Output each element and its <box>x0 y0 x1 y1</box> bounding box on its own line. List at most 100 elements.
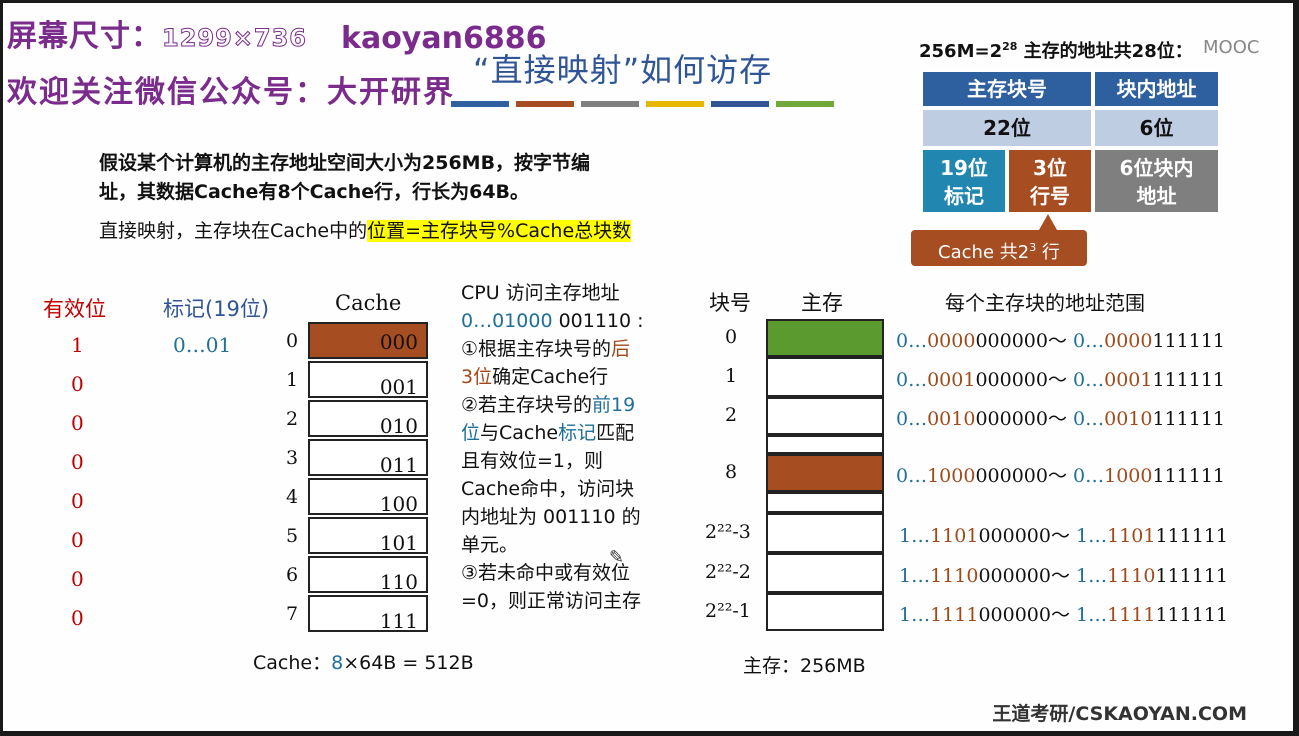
title-bar-3 <box>646 101 704 107</box>
address-part-d: 0… <box>1073 330 1104 352</box>
address-part-b: 0000 <box>927 330 975 352</box>
address-part-f: 111111 <box>1152 408 1225 430</box>
valid-bit: 0 <box>71 372 84 396</box>
callout-arrow <box>1039 214 1057 230</box>
cpu-step2-cont: 位与Cache标记匹配 <box>461 419 644 447</box>
block-number-label: 2²²-1 <box>705 600 751 622</box>
block-number-label: 0 <box>725 326 737 348</box>
title-bar-0 <box>451 101 509 107</box>
cpu-line7: 且有效位=1，则 <box>461 447 644 475</box>
intro-line3-prefix: 直接映射，主存块在Cache中的 <box>99 220 367 242</box>
address-part-f: 111111 <box>1155 604 1228 626</box>
memory-header: 主存 <box>801 287 843 317</box>
cache-row-index: 7 <box>286 603 298 625</box>
address-part-b: 0001 <box>927 369 975 391</box>
cpu-step2-a: ②若主存块号的 <box>461 394 592 416</box>
valid-bit: 0 <box>71 528 84 552</box>
block-bits-cell: 22位 <box>921 108 1093 148</box>
address-part-e: 0000 <box>1104 330 1152 352</box>
block-number-label: 2²²-3 <box>705 521 751 543</box>
slide: { "watermark": { "line1_prefix": "屏幕尺寸："… <box>3 3 1293 731</box>
address-part-f: 111111 <box>1155 565 1228 587</box>
watermark-size: 1299×736 <box>162 24 307 52</box>
address-part-c: 000000～ <box>978 604 1076 626</box>
address-part-c: 000000～ <box>975 369 1073 391</box>
address-range: 0…0000000000～ 0…0000111111 <box>896 326 1225 353</box>
cpu-line8: Cache命中，访问块 <box>461 475 644 503</box>
address-part-c: 000000～ <box>978 565 1076 587</box>
cache-row-index: 6 <box>286 564 298 586</box>
address-part-e: 1000 <box>1104 465 1152 487</box>
memory-block <box>766 492 884 513</box>
cache-row-index: 2 <box>286 408 298 430</box>
address-range: 1…1110000000～ 1…1110111111 <box>899 561 1228 588</box>
cpu-step1-a: ①根据主存块号的 <box>461 338 611 360</box>
address-part-c: 000000～ <box>975 408 1073 430</box>
address-part-b: 1101 <box>930 525 978 547</box>
tag-bits-l2: 标记 <box>923 182 1005 210</box>
cache-row-index: 0 <box>286 330 298 352</box>
address-part-e: 1101 <box>1107 525 1155 547</box>
cpu-step1-d: 确定Cache行 <box>492 366 608 388</box>
tag-bits-cell: 19位 标记 <box>921 148 1007 214</box>
addr-heading-sup: 28 <box>1002 40 1017 53</box>
address-part-e: 1111 <box>1107 604 1155 626</box>
offset-l1: 6位块内 <box>1095 154 1218 182</box>
address-range: 1…1111000000～ 1…1111111111 <box>899 600 1228 627</box>
address-part-a: 1… <box>899 525 930 547</box>
block-number-label: 8 <box>725 461 737 483</box>
mooc-logo: MOOC <box>1203 37 1259 58</box>
address-part-d: 0… <box>1073 369 1104 391</box>
callout-a: Cache 共2 <box>938 242 1029 263</box>
addr-heading-b: 主存的地址共28位： <box>1017 41 1192 62</box>
cache-line: 010 <box>308 400 428 437</box>
mapping-formula: 位置=主存块号%Cache总块数 <box>367 220 631 242</box>
address-part-f: 111111 <box>1155 525 1228 547</box>
intro-line1: 假设某个计算机的主存地址空间大小为256MB，按字节编 <box>99 148 590 175</box>
valid-bit: 0 <box>71 411 84 435</box>
cache-line: 011 <box>308 439 428 476</box>
block-offset-cell: 块内地址 <box>1093 70 1220 108</box>
addr-heading-a: 256M=2 <box>919 41 1002 62</box>
watermark-line2: 欢迎关注微信公众号：大开研界 <box>7 67 455 111</box>
address-part-e: 0001 <box>1104 369 1152 391</box>
address-range: 0…0010000000～ 0…0010111111 <box>896 404 1225 431</box>
address-part-b: 1110 <box>930 565 978 587</box>
cpu-step2-c: 位 <box>461 422 480 444</box>
intro-line3: 直接映射，主存块在Cache中的位置=主存块号%Cache总块数 <box>99 216 631 243</box>
memory-block <box>766 593 884 631</box>
title-bar-5 <box>776 101 834 107</box>
cpu-step2: ②若主存块号的前19 <box>461 391 644 419</box>
cpu-step2-d: 与Cache <box>480 422 558 444</box>
line-bits-l1: 3位 <box>1009 154 1091 182</box>
address-range: 1…1101000000～ 1…1101111111 <box>899 521 1228 548</box>
memory-block <box>766 435 884 454</box>
memory-block <box>766 454 884 492</box>
memory-block <box>766 513 884 553</box>
cache-row-index: 1 <box>286 369 298 391</box>
address-part-c: 000000～ <box>975 465 1073 487</box>
cpu-line12: =0，则正常访问主存 <box>461 587 644 615</box>
cache-row-index: 3 <box>286 447 298 469</box>
cpu-step1: ①根据主存块号的后 <box>461 335 644 363</box>
tag-bits-l1: 19位 <box>923 154 1005 182</box>
title-bar-2 <box>581 101 639 107</box>
memory-summary: 主存：256MB <box>743 651 866 678</box>
address-part-a: 1… <box>899 604 930 626</box>
line-bits-l2: 行号 <box>1009 182 1091 210</box>
cpu-step1-b: 后 <box>611 338 630 360</box>
address-part-a: 0… <box>896 369 927 391</box>
cache-line: 111 <box>308 595 428 632</box>
valid-header: 有效位 <box>43 293 106 323</box>
offset-l2: 地址 <box>1095 182 1218 210</box>
cpu-step2-e: 标记 <box>558 422 596 444</box>
intro-line2: 址，其数据Cache有8个Cache行，行长为64B。 <box>99 177 529 204</box>
cache-header: Cache <box>335 291 401 315</box>
tag-header: 标记(19位) <box>163 293 269 323</box>
cache-row-index: 5 <box>286 525 298 547</box>
watermark-prefix: 屏幕尺寸： <box>7 19 162 54</box>
cache-lines-callout: Cache 共23 行 <box>911 230 1087 266</box>
watermark-line1: 屏幕尺寸：1299×736 <box>7 11 307 55</box>
cpu-line1: CPU 访问主存地址 <box>461 279 644 307</box>
page-title: “直接映射”如何访存 <box>473 45 772 91</box>
